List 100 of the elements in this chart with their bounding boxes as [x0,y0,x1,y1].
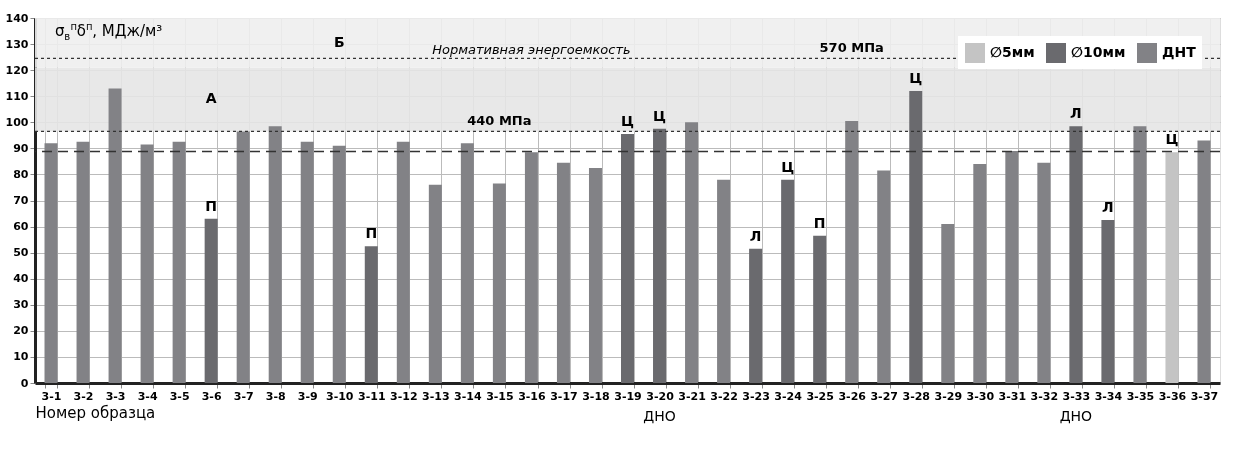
bar [813,235,827,383]
data-label: П [813,214,826,231]
y-tick-label: 50 [13,246,29,260]
x-tick-label: 3-11 [358,389,386,403]
x-tick-label: 3-24 [774,389,803,403]
x-tick-label: 3-17 [550,389,578,403]
bar [1037,162,1051,383]
bar [1005,150,1019,383]
ref-line-label: 570 МПа [819,40,884,56]
legend-label: ∅5мм [990,44,1035,60]
bar [268,126,282,383]
y-tick-label: 10 [13,350,29,364]
bar [877,170,891,383]
x-tick-label: 3-29 [934,389,963,403]
bar [588,167,602,383]
bar [44,143,58,383]
x-tick-label: 3-32 [1030,389,1059,403]
x-tick-label: 3-6 [201,389,222,403]
x-tick-label: 3-20 [646,389,675,403]
bar [460,143,474,383]
x-tick-label: 3-19 [614,389,642,403]
bar [492,183,506,383]
x-tick-label: 3-27 [870,389,898,403]
bar [749,248,763,383]
y-tick-label: 60 [13,220,29,234]
x-tick-label: 3-8 [265,389,286,403]
bar [204,218,218,383]
text: ДНО [1059,408,1093,424]
y-tick-label: 90 [13,141,29,155]
bar [140,144,154,383]
x-tick-label: 3-21 [678,389,706,403]
x-tick-label: 3-13 [422,389,450,403]
x-tick-label: 3-37 [1190,389,1219,403]
data-label: Ц [653,107,667,124]
x-tick-label: 3-1 [41,389,62,403]
y-tick-label: 30 [13,298,29,312]
bar [845,120,859,383]
bar [428,184,442,383]
bar [364,246,378,383]
x-tick-label: 3-36 [1158,389,1187,403]
data-label: П [365,225,378,242]
x-tick-label: 3-28 [902,389,931,403]
data-label: Л [1102,199,1114,216]
bar [236,131,250,383]
data-label: Ц [909,70,923,86]
y-tick-label: 0 [20,376,29,390]
x-tick-label: 3-7 [233,389,254,403]
y-tick-label: 100 [5,115,29,129]
bar [172,141,186,383]
x-tick-label: 3-34 [1094,389,1123,403]
bar [685,122,699,383]
x-tick-label: 3-4 [137,389,158,403]
data-label: Л [749,227,762,244]
bar [973,164,987,383]
bar [621,134,634,383]
x-tick-label: 3-23 [742,389,770,403]
x-tick-label: 3-9 [297,389,318,403]
bar [941,223,955,383]
annotation: Нормативная энергоемкость [432,42,631,58]
bar [556,162,570,383]
y-tick-label: 120 [5,63,29,77]
y-tick-label: 40 [13,272,29,286]
data-label: Ц [621,113,634,130]
y-tick-label: 70 [13,194,29,207]
x-tick-label: 3-12 [390,389,418,403]
bar [781,179,795,383]
bar [300,141,314,383]
bar [1133,126,1147,383]
y-tick-label: 80 [13,167,29,181]
ref-line-label: 440 МПа [467,113,532,129]
band-label: Б [333,33,345,50]
y-tick-label: 20 [13,324,29,338]
data-label: Л [1070,105,1082,122]
x-tick-label: 3-5 [169,389,190,403]
y-tick-label: 140 [5,11,29,25]
band-label: А [205,90,217,107]
x-tick-label: 3-2 [73,389,94,403]
bar [1101,220,1115,383]
x-tick-label: 3-33 [1062,389,1091,403]
x-tick-label: 3-30 [966,389,995,403]
data-label: П [205,197,218,214]
x-tick-label: 3-31 [998,389,1027,403]
x-tick-label: 3-16 [518,389,547,403]
y-tick-label: 130 [5,37,29,51]
bar [524,152,538,383]
bar [909,91,923,383]
legend-label: ДНТ [1162,44,1197,60]
y-tick-label: 110 [5,89,29,103]
text: ДНО [643,408,676,424]
bar [332,145,346,383]
bar [653,128,667,383]
data-label: Ц [1165,131,1179,148]
x-tick-label: 3-14 [454,389,482,403]
bar [1069,126,1083,383]
bar [717,179,731,383]
bar [396,141,410,383]
x-tick-label: 3-3 [105,389,126,403]
x-tick-label: 3-26 [838,389,867,403]
x-axis-title: Номер образца [35,403,156,422]
x-tick-label: 3-15 [486,389,514,403]
